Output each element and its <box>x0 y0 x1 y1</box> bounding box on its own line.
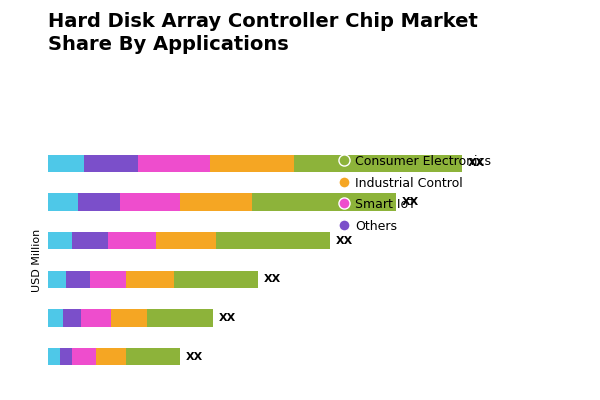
Text: Hard Disk Array Controller Chip Market
Share By Applications: Hard Disk Array Controller Chip Market S… <box>48 12 478 54</box>
Bar <box>138 154 210 172</box>
Bar <box>84 154 138 172</box>
Text: XX: XX <box>219 313 236 323</box>
Bar <box>72 232 108 249</box>
Bar <box>126 271 174 288</box>
Bar <box>210 154 294 172</box>
Bar <box>96 348 126 366</box>
Bar <box>63 309 81 327</box>
Text: XX: XX <box>264 274 281 284</box>
Bar <box>180 193 252 211</box>
Y-axis label: USD Million: USD Million <box>32 228 43 292</box>
Bar <box>60 348 72 366</box>
Bar <box>108 232 156 249</box>
Bar <box>48 232 72 249</box>
Text: XX: XX <box>186 352 203 362</box>
Bar <box>48 271 66 288</box>
Bar <box>294 154 462 172</box>
Bar <box>174 271 258 288</box>
Bar <box>156 232 216 249</box>
Bar <box>48 193 78 211</box>
Bar <box>48 309 63 327</box>
Legend: Consumer Electronics, Industrial Control, Smart IoT, Others: Consumer Electronics, Industrial Control… <box>335 151 495 237</box>
Text: XX: XX <box>468 158 485 168</box>
Bar <box>66 271 90 288</box>
Bar <box>81 309 111 327</box>
Bar <box>120 193 180 211</box>
Bar <box>111 309 147 327</box>
Bar <box>78 193 120 211</box>
Bar <box>48 154 84 172</box>
Bar <box>252 193 396 211</box>
Bar <box>216 232 330 249</box>
Bar <box>90 271 126 288</box>
Bar <box>126 348 180 366</box>
Bar <box>147 309 213 327</box>
Text: XX: XX <box>336 236 353 246</box>
Bar <box>48 348 60 366</box>
Bar <box>72 348 96 366</box>
Text: XX: XX <box>402 197 419 207</box>
